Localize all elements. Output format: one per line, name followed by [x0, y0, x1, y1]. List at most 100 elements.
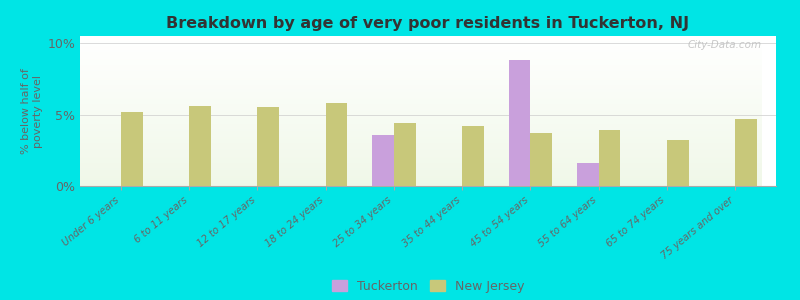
Bar — [80, 104, 762, 105]
Bar — [80, 114, 762, 115]
Bar — [80, 88, 762, 89]
Bar — [80, 123, 762, 124]
Bar — [80, 146, 762, 147]
Bar — [80, 94, 762, 95]
Bar — [80, 154, 762, 155]
Bar — [80, 152, 762, 153]
Bar — [80, 65, 762, 66]
Bar — [80, 75, 762, 76]
Bar — [80, 48, 762, 49]
Bar — [80, 140, 762, 141]
Bar — [530, 133, 552, 186]
Bar — [80, 157, 762, 158]
Bar — [80, 55, 762, 56]
Bar — [80, 51, 762, 52]
Bar — [80, 142, 762, 143]
Bar — [258, 107, 279, 186]
Bar — [80, 58, 762, 59]
Bar — [80, 56, 762, 57]
Bar — [80, 182, 762, 183]
Bar — [80, 71, 762, 72]
Bar — [80, 162, 762, 163]
Bar — [80, 96, 762, 97]
Bar — [80, 170, 762, 171]
Bar — [80, 118, 762, 119]
Bar — [462, 126, 484, 186]
Bar — [80, 105, 762, 106]
Bar — [80, 108, 762, 109]
Bar — [80, 179, 762, 180]
Bar — [80, 172, 762, 173]
Bar — [80, 133, 762, 134]
Bar — [80, 118, 762, 119]
Bar — [80, 53, 762, 54]
Bar — [80, 111, 762, 112]
Bar — [80, 47, 762, 48]
Bar — [80, 155, 762, 156]
Bar — [80, 131, 762, 132]
Bar — [80, 93, 762, 94]
Bar — [80, 78, 762, 79]
Bar — [80, 63, 762, 64]
Bar — [80, 89, 762, 90]
Bar — [80, 119, 762, 120]
Bar — [80, 159, 762, 160]
Bar — [80, 175, 762, 176]
Bar — [80, 184, 762, 185]
Bar — [80, 136, 762, 137]
Bar — [80, 116, 762, 117]
Bar — [80, 100, 762, 101]
Bar — [121, 112, 142, 186]
Bar — [80, 151, 762, 152]
Bar — [80, 134, 762, 135]
Bar — [80, 173, 762, 174]
Bar — [80, 160, 762, 161]
Bar — [80, 86, 762, 87]
Bar — [80, 59, 762, 60]
Bar — [80, 149, 762, 150]
Legend: Tuckerton, New Jersey: Tuckerton, New Jersey — [326, 275, 530, 298]
Bar — [80, 52, 762, 53]
Bar — [80, 183, 762, 184]
Bar — [80, 150, 762, 151]
Bar — [80, 161, 762, 162]
Bar — [80, 61, 762, 62]
Bar — [598, 130, 621, 186]
Bar — [80, 156, 762, 157]
Bar — [80, 121, 762, 122]
Bar — [80, 135, 762, 136]
Bar — [80, 181, 762, 182]
Bar — [735, 119, 757, 186]
Bar — [80, 110, 762, 111]
Bar — [80, 169, 762, 170]
Bar — [80, 132, 762, 133]
Bar — [80, 122, 762, 123]
Bar — [80, 130, 762, 131]
Bar — [80, 129, 762, 130]
Bar — [80, 42, 762, 43]
Bar — [80, 167, 762, 168]
Bar — [80, 74, 762, 75]
Bar — [80, 139, 762, 140]
Title: Breakdown by age of very poor residents in Tuckerton, NJ: Breakdown by age of very poor residents … — [166, 16, 690, 31]
Bar — [80, 80, 762, 81]
Bar — [80, 107, 762, 108]
Bar — [80, 101, 762, 102]
Bar — [80, 46, 762, 47]
Bar — [80, 147, 762, 148]
Bar — [80, 79, 762, 80]
Bar — [80, 128, 762, 129]
Bar — [80, 109, 762, 110]
Y-axis label: % below half of
poverty level: % below half of poverty level — [22, 68, 43, 154]
Bar — [80, 49, 762, 50]
Bar — [80, 36, 762, 37]
Bar — [80, 100, 762, 101]
Bar — [80, 145, 762, 146]
Bar — [80, 38, 762, 39]
Bar — [80, 113, 762, 114]
Bar — [80, 144, 762, 145]
Bar — [80, 102, 762, 103]
Bar — [80, 70, 762, 71]
Bar — [80, 176, 762, 177]
Bar — [80, 112, 762, 113]
